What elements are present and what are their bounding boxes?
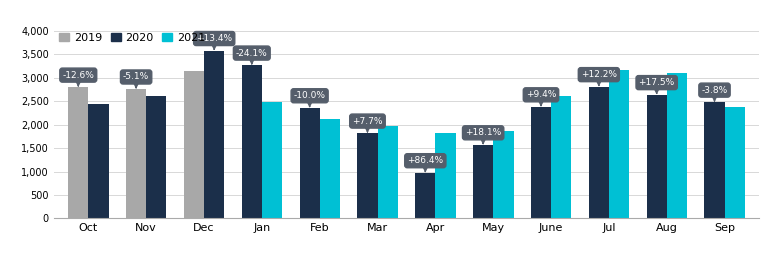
Text: +12.2%: +12.2% bbox=[581, 70, 617, 85]
Bar bbox=[320, 120, 340, 218]
Bar bbox=[473, 145, 493, 218]
Text: -24.1%: -24.1% bbox=[236, 49, 268, 64]
Bar bbox=[725, 107, 745, 218]
Bar bbox=[146, 96, 166, 218]
Bar bbox=[68, 87, 88, 218]
Text: -12.6%: -12.6% bbox=[62, 71, 94, 86]
Bar bbox=[551, 96, 571, 218]
Bar bbox=[531, 107, 551, 218]
Bar bbox=[667, 73, 687, 218]
Bar bbox=[609, 70, 629, 218]
Text: +17.5%: +17.5% bbox=[639, 78, 675, 93]
Text: -5.1%: -5.1% bbox=[123, 72, 150, 88]
Bar bbox=[88, 104, 109, 218]
Bar bbox=[377, 126, 398, 218]
Bar bbox=[493, 131, 514, 218]
Bar bbox=[589, 87, 609, 218]
Text: +9.4%: +9.4% bbox=[526, 90, 556, 106]
Bar bbox=[436, 133, 456, 218]
Legend: 2019, 2020, 2021: 2019, 2020, 2021 bbox=[59, 33, 205, 43]
Bar bbox=[704, 102, 725, 218]
Text: +86.4%: +86.4% bbox=[407, 156, 443, 171]
Bar bbox=[647, 95, 667, 218]
Bar bbox=[415, 173, 436, 218]
Bar bbox=[357, 133, 377, 218]
Bar bbox=[299, 108, 320, 218]
Bar bbox=[262, 102, 282, 218]
Text: +13.4%: +13.4% bbox=[196, 34, 232, 49]
Text: +7.7%: +7.7% bbox=[352, 117, 383, 132]
Bar bbox=[126, 89, 146, 218]
Text: -3.8%: -3.8% bbox=[701, 86, 728, 101]
Text: -10.0%: -10.0% bbox=[294, 91, 326, 106]
Bar bbox=[204, 51, 224, 218]
Bar bbox=[242, 65, 262, 218]
Bar bbox=[184, 71, 204, 218]
Text: +18.1%: +18.1% bbox=[465, 128, 502, 144]
